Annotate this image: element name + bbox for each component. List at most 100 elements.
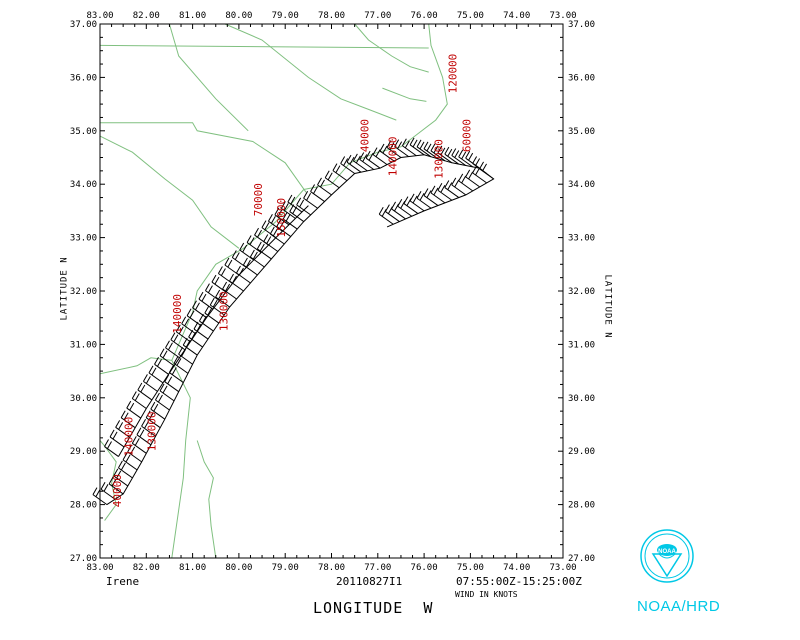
wind-barb-flag — [224, 257, 230, 266]
wind-barb — [250, 256, 265, 268]
wind-barb-flag — [192, 300, 197, 308]
wind-barb-flag — [141, 418, 146, 427]
wind-barb-flag — [113, 468, 119, 477]
wind-barb-flag — [92, 487, 98, 495]
wind-barb-flag — [368, 152, 374, 161]
wind-barb-flag — [215, 289, 221, 298]
wind-barb — [451, 184, 467, 196]
wind-barb-flag — [458, 173, 464, 182]
wind-barb-flag — [123, 412, 129, 420]
wind-barb-flag — [134, 438, 140, 446]
wind-barb-flag — [205, 283, 210, 291]
wind-barb-flag — [437, 145, 443, 154]
wind-barb-flag — [287, 194, 293, 203]
y-tick-label-left: 29.00 — [70, 447, 97, 457]
wind-barb — [324, 177, 340, 189]
wind-barb-flag — [346, 154, 352, 163]
wind-barb — [289, 211, 305, 222]
wind-barb-flag — [168, 342, 173, 350]
wind-barb-flag — [332, 163, 338, 171]
wind-barb — [296, 204, 311, 216]
wind-barb — [409, 200, 425, 212]
x-tick-label-bottom: 80.00 — [225, 563, 252, 573]
river-1 — [224, 23, 397, 121]
wind-barb — [458, 156, 474, 168]
wind-barb-flag — [117, 460, 123, 469]
wind-barb — [274, 214, 290, 226]
wind-barb-flag — [198, 291, 204, 300]
river-2 — [168, 23, 249, 132]
wind-barb — [209, 304, 225, 316]
altitude-label: 120000 — [447, 54, 460, 94]
wind-barb — [409, 144, 425, 156]
wind-barb-flag — [310, 184, 315, 192]
wind-barb-flag — [227, 259, 233, 268]
wind-barb-flag — [482, 163, 487, 172]
wind-barb — [444, 187, 460, 198]
wind-barb-flag — [400, 200, 406, 209]
wind-barb — [159, 355, 175, 367]
wind-barb-flag — [412, 195, 418, 204]
wind-barb-flag — [451, 177, 457, 186]
wind-barb-flag — [277, 209, 283, 218]
wind-barb-flag — [276, 219, 282, 227]
wind-barb — [254, 234, 269, 246]
va-nc-border — [99, 44, 429, 49]
ga-fl-border — [99, 357, 172, 375]
wind-barb-flag — [419, 141, 425, 150]
wind-barb — [215, 296, 230, 308]
x-tick-label-bottom: 73.00 — [549, 563, 576, 573]
nc-sc-border — [100, 122, 307, 193]
noaa-hrd-label: NOAA/HRD — [637, 598, 721, 615]
wind-barb-flag — [129, 402, 135, 411]
wind-barb — [141, 425, 156, 437]
wind-barb — [199, 320, 214, 332]
wind-barb-flag — [131, 391, 137, 399]
wind-barb-flag — [173, 356, 179, 364]
wind-barb-flag — [178, 346, 184, 355]
wind-barb-flag — [440, 147, 446, 156]
wind-barb-flag — [290, 196, 296, 205]
wind-barb — [416, 197, 432, 209]
x-tick-label-top: 80.00 — [225, 11, 252, 21]
wind-barb-flag — [220, 268, 226, 276]
wind-barb-flag — [159, 383, 165, 392]
sound-mid — [382, 87, 427, 102]
wind-barb-flag — [239, 242, 245, 251]
wind-barb — [126, 407, 142, 419]
wind-barb — [186, 315, 202, 327]
wind-barb-flag — [387, 206, 393, 214]
altitude-label: 140000 — [386, 136, 399, 176]
wind-barb — [465, 176, 480, 188]
wind-barb — [416, 146, 432, 158]
x-tick-label-bottom: 76.00 — [411, 563, 438, 573]
wind-barb — [127, 451, 142, 463]
wind-barb-flag — [127, 444, 133, 453]
wind-barb — [303, 197, 318, 209]
wind-barb-flag — [444, 180, 450, 188]
wind-barb-flag — [283, 203, 289, 211]
wind-barb — [451, 155, 467, 166]
y-tick-label-right: 31.00 — [568, 340, 595, 350]
wind-barb — [115, 426, 130, 438]
wind-barb-flag — [461, 151, 467, 160]
wind-barb — [100, 488, 116, 500]
wind-barb — [132, 398, 147, 409]
wind-barb-flag — [280, 201, 286, 209]
wind-barb-flag — [320, 179, 325, 188]
wind-barb — [132, 442, 147, 454]
wind-barb-flag — [142, 374, 148, 382]
wind-barb — [118, 467, 133, 479]
y-axis-title-right: LATITUDE N — [602, 274, 613, 339]
x-tick-label-top: 82.00 — [133, 11, 160, 21]
wind-barb — [155, 399, 170, 411]
florida-west-coast — [99, 440, 117, 521]
wind-barb-flag — [125, 454, 131, 463]
wind-barb-flag — [416, 190, 422, 199]
wind-barb-flag — [168, 365, 174, 373]
wind-barb-flag — [173, 334, 179, 342]
wind-barb-flag — [162, 385, 168, 394]
wind-barb — [437, 189, 453, 201]
wind-barb-flag — [444, 146, 450, 155]
